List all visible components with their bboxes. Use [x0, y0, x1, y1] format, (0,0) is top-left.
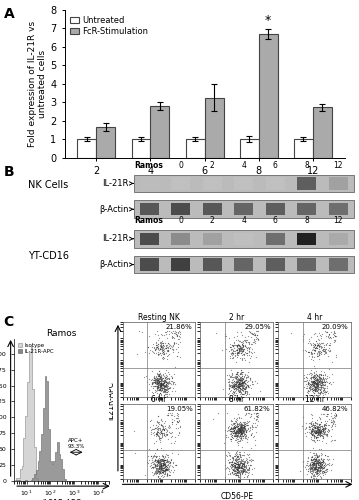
Text: Ramos: Ramos [135, 161, 164, 170]
Text: 6: 6 [273, 161, 278, 170]
Bar [140, 258, 159, 271]
Bar [171, 177, 190, 190]
Bar [234, 258, 253, 271]
Text: 12: 12 [334, 161, 343, 170]
Bar [266, 232, 285, 245]
Y-axis label: Fold expression of IL-21R vs
untreated cells: Fold expression of IL-21R vs untreated c… [28, 20, 47, 147]
Text: β-Actin: β-Actin [99, 260, 129, 269]
Bar [266, 203, 285, 215]
Bar [297, 177, 316, 190]
Text: 12: 12 [334, 216, 343, 224]
Bar [171, 258, 190, 271]
Bar [234, 177, 253, 190]
Text: C: C [4, 315, 14, 329]
Bar [150, 106, 169, 158]
Bar [140, 177, 159, 190]
Text: YT-CD16: YT-CD16 [28, 250, 69, 260]
Text: 6: 6 [273, 216, 278, 224]
Text: 8: 8 [304, 216, 309, 224]
Bar [329, 203, 348, 215]
Text: NK Cells: NK Cells [28, 180, 69, 190]
Text: B: B [4, 165, 14, 179]
Text: CD56-PE: CD56-PE [220, 492, 253, 500]
Bar [77, 139, 96, 158]
Bar [203, 258, 222, 271]
Bar [203, 177, 222, 190]
Bar [134, 174, 354, 192]
Text: 2: 2 [210, 161, 215, 170]
Bar [266, 258, 285, 271]
Bar [240, 139, 259, 158]
Text: 0: 0 [178, 161, 183, 170]
Text: IL-21R: IL-21R [102, 234, 129, 243]
Bar [294, 139, 313, 158]
Bar [171, 232, 190, 245]
Legend: Untreated, FcR-Stimulation: Untreated, FcR-Stimulation [69, 14, 150, 37]
X-axis label: Time (Hours): Time (Hours) [171, 178, 238, 188]
Bar [203, 203, 222, 215]
Bar [259, 34, 278, 158]
Text: A: A [4, 8, 14, 22]
Text: 4: 4 [241, 161, 246, 170]
Text: IL21R-APC: IL21R-APC [106, 381, 115, 420]
Bar [234, 203, 253, 215]
Text: 0: 0 [178, 216, 183, 224]
Bar [186, 139, 205, 158]
Bar [131, 139, 150, 158]
Bar [134, 256, 354, 274]
Text: IL-21R: IL-21R [102, 179, 129, 188]
Text: 8: 8 [304, 161, 309, 170]
Text: Ramos: Ramos [135, 216, 164, 224]
Bar [171, 203, 190, 215]
Bar [297, 232, 316, 245]
Bar [234, 232, 253, 245]
Text: 4: 4 [241, 216, 246, 224]
Bar [329, 177, 348, 190]
Bar [134, 230, 354, 248]
Bar [297, 258, 316, 271]
Text: *: * [265, 14, 271, 26]
Bar [205, 98, 224, 158]
Bar [297, 203, 316, 215]
Text: β-Actin: β-Actin [99, 205, 129, 214]
Bar [140, 203, 159, 215]
Bar [140, 232, 159, 245]
Bar [266, 177, 285, 190]
Bar [313, 108, 332, 158]
Bar [329, 232, 348, 245]
Bar [134, 200, 354, 218]
Bar [203, 232, 222, 245]
Bar [329, 258, 348, 271]
Text: 2: 2 [210, 216, 215, 224]
Bar [96, 127, 115, 158]
